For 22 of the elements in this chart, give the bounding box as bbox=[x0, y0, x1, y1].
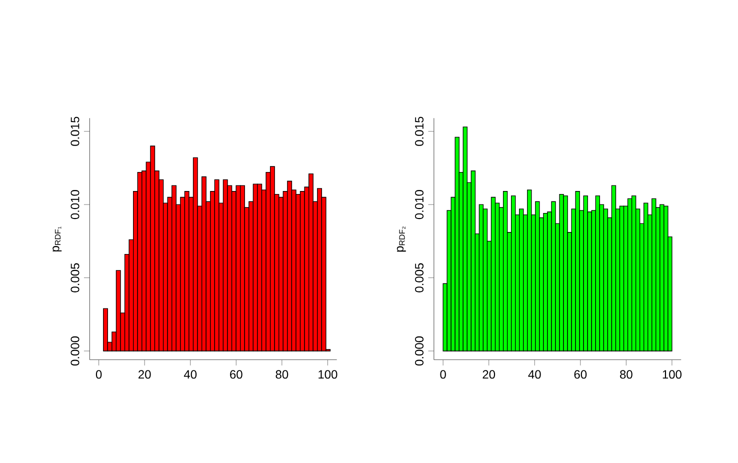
x-tick-label: 0 bbox=[440, 370, 446, 379]
x-tick-label: 100 bbox=[662, 370, 682, 379]
x-tick-label: 80 bbox=[276, 370, 288, 379]
y-tick-label: 0.005 bbox=[70, 263, 80, 292]
x-tick-label: 60 bbox=[230, 370, 242, 379]
x-tick-label: 80 bbox=[620, 370, 632, 379]
y-axis-title: p$_{RDF₂}$ bbox=[396, 226, 406, 252]
x-tick-label: 20 bbox=[138, 370, 151, 379]
y-tick-label: 0.015 bbox=[415, 116, 424, 146]
x-tick-label: 100 bbox=[318, 370, 338, 379]
y-tick-label: 0.015 bbox=[70, 116, 80, 146]
x-tick-label: 40 bbox=[184, 370, 197, 379]
y-tick-label: 0.010 bbox=[70, 190, 80, 220]
y-tick-label: 0.005 bbox=[415, 263, 424, 292]
y-axis-title: p$_{RDF₁}$ bbox=[52, 226, 62, 252]
x-tick-label: 60 bbox=[574, 370, 587, 379]
y-tick-label: 0.000 bbox=[70, 336, 80, 366]
x-tick-label: 40 bbox=[528, 370, 541, 379]
x-tick-label: 20 bbox=[482, 370, 496, 379]
y-tick-label: 0.000 bbox=[415, 336, 424, 366]
x-tick-label: 0 bbox=[96, 370, 102, 379]
y-tick-label: 0.010 bbox=[415, 190, 424, 220]
